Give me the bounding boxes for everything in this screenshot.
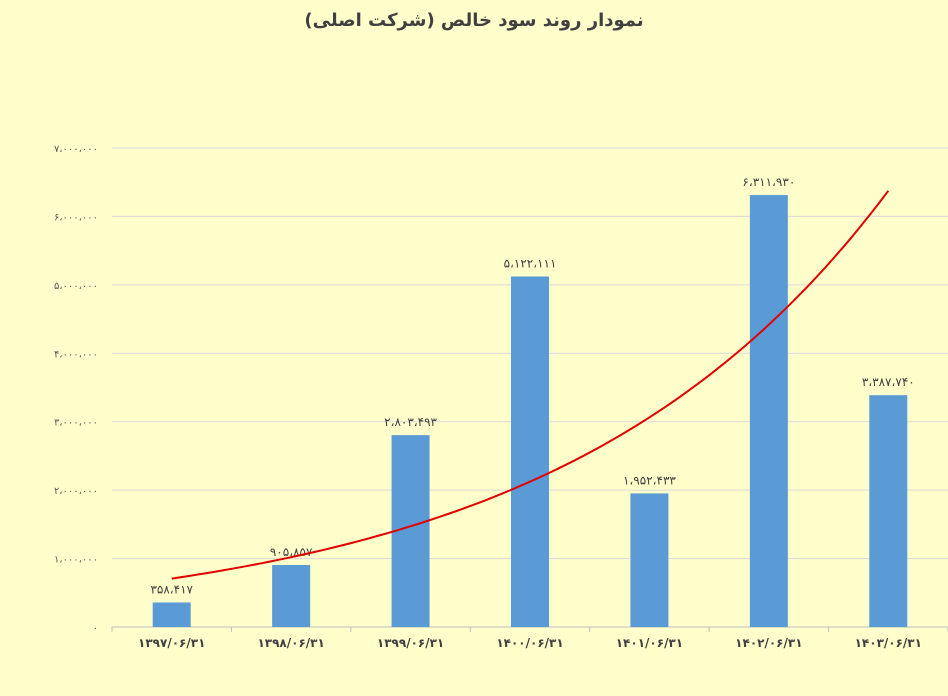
data-label: ۲،۸۰۳،۴۹۳: [384, 415, 437, 429]
y-tick-label: ۰: [93, 623, 98, 634]
trendline: [171, 190, 890, 580]
bar[interactable]: [511, 276, 549, 627]
data-label: ۶،۳۱۱،۹۳۰: [742, 175, 795, 189]
data-label: ۳۵۸،۴۱۷: [150, 582, 193, 596]
x-tick-label: ۱۳۹۹/۰۶/۳۱: [377, 636, 444, 650]
data-label: ۱،۹۵۲،۴۳۳: [623, 473, 676, 487]
y-tick-label: ۴،۰۰۰،۰۰۰: [54, 349, 98, 360]
y-tick-label: ۲،۰۰۰،۰۰۰: [54, 486, 98, 497]
x-tick-label: ۱۴۰۳/۰۶/۳۱: [855, 636, 922, 650]
bar[interactable]: [869, 395, 908, 627]
bar[interactable]: [630, 493, 669, 627]
x-tick-label: ۱۴۰۱/۰۶/۳۱: [616, 636, 683, 650]
bar[interactable]: [749, 195, 788, 627]
y-tick-label: ۵،۰۰۰،۰۰۰: [54, 281, 98, 292]
y-tick-label: ۶،۰۰۰،۰۰۰: [54, 212, 98, 223]
y-tick-label: ۱،۰۰۰،۰۰۰: [54, 555, 98, 566]
bar[interactable]: [272, 565, 311, 627]
x-tick-label: ۱۴۰۲/۰۶/۳۱: [735, 636, 802, 650]
x-tick-label: ۱۴۰۰/۰۶/۳۱: [496, 636, 563, 650]
y-tick-label: ۳،۰۰۰،۰۰۰: [54, 418, 98, 429]
x-tick-label: ۱۳۹۷/۰۶/۳۱: [138, 636, 205, 650]
bar[interactable]: [152, 602, 191, 627]
x-tick-label: ۱۳۹۸/۰۶/۳۱: [257, 636, 324, 650]
chart-title: نمودار روند سود خالص (شرکت اصلی): [304, 10, 644, 31]
data-label: ۵،۱۲۲،۱۱۱: [504, 257, 557, 271]
y-tick-label: ۷،۰۰۰،۰۰۰: [54, 144, 98, 155]
data-label: ۳،۳۸۷،۷۴۰: [862, 375, 915, 389]
